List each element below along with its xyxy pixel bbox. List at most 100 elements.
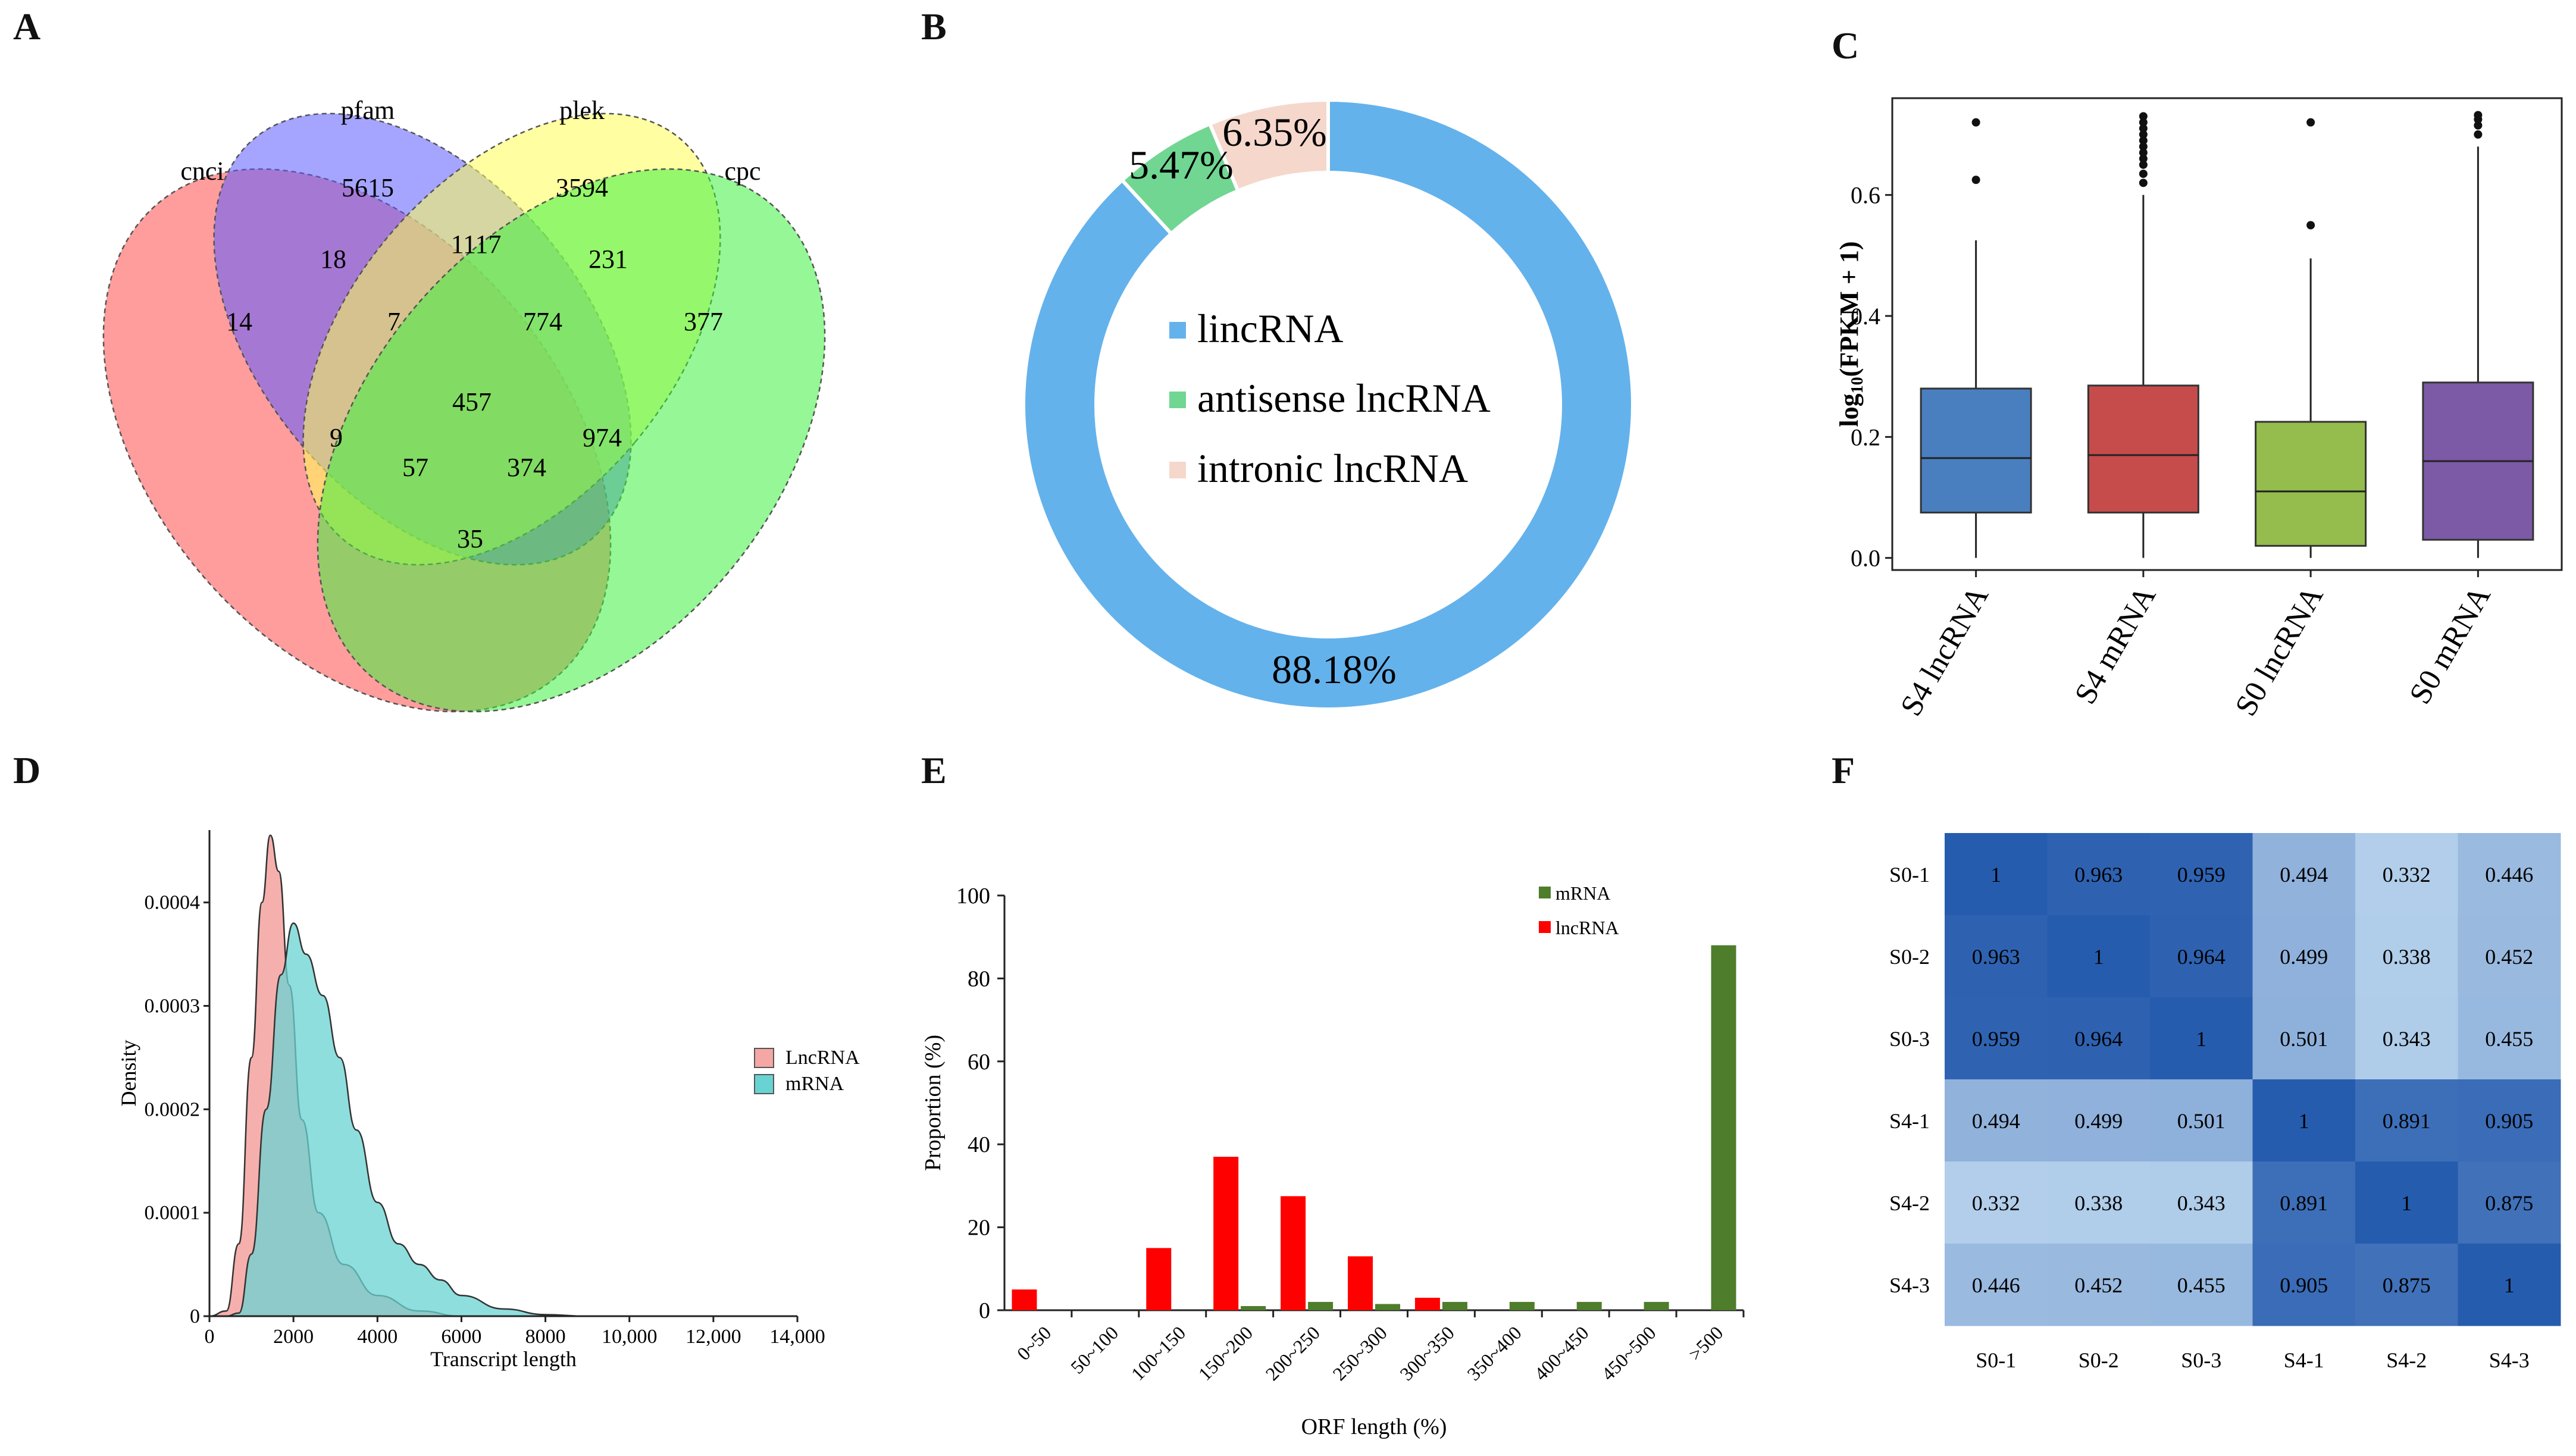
box-outlier: [2139, 170, 2148, 179]
heatmap-cell: [2150, 1161, 2253, 1244]
heatmap-value: 0.332: [1972, 1191, 2020, 1215]
heatmap-cell: [2150, 915, 2253, 998]
box-outlier: [2306, 221, 2315, 230]
heatmap-cell: [2150, 833, 2253, 916]
panel-letter-d: D: [13, 749, 41, 791]
box-outlier: [2139, 154, 2148, 163]
bar-mRNA-7: [1509, 1302, 1535, 1310]
heatmap-cell: [2355, 915, 2458, 998]
heatmap-value: 0.963: [1972, 945, 2020, 969]
legend-label-antisense-lncRNA: antisense lncRNA: [1197, 375, 1491, 421]
venn-count-cnci-plek-cpc: 57: [402, 453, 428, 482]
legend-swatch-lincRNA: [1169, 322, 1186, 339]
heatmap-value: 0.959: [1972, 1027, 2020, 1051]
heatmap-cell: [2355, 1161, 2458, 1244]
venn-diagram: cnci pfam plek cpc 14 5615 3594 377 18 1117 231 7 77…: [102, 96, 826, 713]
y-tick-label: 0.0001: [145, 1202, 201, 1224]
box-outlier: [2139, 142, 2148, 151]
y-tick-label: 20: [968, 1216, 990, 1241]
heatmap-value: 0.446: [1972, 1273, 2020, 1297]
heatmap-value: 0.905: [2280, 1273, 2328, 1297]
heatmap-cell: [2355, 833, 2458, 916]
heatmap-cell: [2458, 1161, 2561, 1244]
x-axis-label: Transcript length: [430, 1347, 577, 1371]
bar-mRNA-8: [1576, 1302, 1602, 1310]
bar-lncRNA-4: [1281, 1196, 1306, 1310]
x-tick-label-3: S0 mRNA: [2403, 580, 2497, 710]
heatmap-value: 0.455: [2177, 1273, 2226, 1297]
box-outlier: [2474, 111, 2483, 120]
donut-value-label-0: 88.18%: [1272, 647, 1397, 692]
x-tick-label: 10,000: [602, 1326, 658, 1348]
heatmap-value: 0.875: [2383, 1273, 2431, 1297]
heatmap-chart: 1 0.963 0.959 0.494 0.332 0.446 0.963 1 0.964 0.4…: [1889, 833, 2561, 1372]
heatmap-cell: [2458, 1079, 2561, 1162]
bar-mRNA-6: [1442, 1302, 1467, 1310]
box-outlier: [2306, 118, 2315, 127]
y-axis-label: log10(FPKM + 1): [1835, 241, 1867, 427]
x-tick-label-6: 300~350: [1395, 1322, 1458, 1385]
heatmap-col-label: S4-2: [2386, 1348, 2427, 1372]
x-tick-label-0: 0~50: [1013, 1322, 1056, 1364]
x-tick-label-3: 150~200: [1194, 1322, 1257, 1385]
heatmap-value: 0.905: [2485, 1109, 2533, 1133]
heatmap-cell: [2252, 1244, 2356, 1326]
heatmap-value: 0.455: [2485, 1027, 2533, 1051]
legend-swatch-antisense-lncRNA: [1169, 392, 1186, 408]
y-axis-label: Density: [117, 1040, 140, 1107]
legend-swatch-intronic-lncRNA: [1169, 462, 1186, 478]
heatmap-cell: [2458, 915, 2561, 998]
bar-mRNA-10: [1711, 945, 1736, 1310]
venn-count-pfam-only: 5615: [342, 173, 394, 202]
x-tick-label-1: 50~100: [1066, 1322, 1122, 1377]
heatmap-row-label: S0-2: [1889, 945, 1930, 969]
heatmap-value: 0.499: [2280, 945, 2328, 969]
venn-set-label-plek: plek: [559, 96, 605, 125]
heatmap-value: 0.338: [2074, 1191, 2123, 1215]
heatmap-value: 0.891: [2280, 1191, 2328, 1215]
heatmap-cell: [2150, 997, 2253, 1080]
heatmap-cell: [2047, 1244, 2151, 1326]
heatmap-cell: [2252, 915, 2356, 998]
boxplot-chart: 0.0 0.2 0.4 0.6 log10(FPKM + 1) S4 lncRNA S4 m…: [1835, 97, 2563, 722]
heatmap-row-label: S4-2: [1889, 1191, 1930, 1215]
venn-count-all: 457: [452, 387, 492, 417]
heatmap-col-label: S4-3: [2489, 1348, 2530, 1372]
x-tick-label: 4000: [357, 1326, 397, 1348]
y-tick-label: 0.2: [1851, 424, 1880, 450]
heatmap-value: 0.343: [2177, 1191, 2226, 1215]
heatmap-value: 1: [2401, 1191, 2412, 1215]
heatmap-value: 0.501: [2177, 1109, 2226, 1133]
box-outlier: [2474, 121, 2483, 130]
legend-swatch-lncRNA: [1539, 921, 1551, 933]
x-tick-label-2: S0 lncRNA: [2229, 580, 2330, 722]
bar-mRNA-5: [1375, 1304, 1400, 1310]
heatmap-cell: [2047, 1161, 2151, 1244]
y-tick-label: 0.0004: [145, 892, 201, 914]
heatmap-cell: [2047, 997, 2151, 1080]
y-axis-label: Proportion (%): [921, 1035, 946, 1171]
box-outlier: [2139, 179, 2148, 187]
venn-count-cnci-pfam-cpc: 374: [507, 453, 546, 482]
x-axis-label: ORF length (%): [1301, 1414, 1447, 1439]
heatmap-cell: [2047, 833, 2151, 916]
heatmap-value: 1: [2093, 945, 2104, 969]
venn-set-cpc: [317, 168, 826, 713]
heatmap-cell: [2252, 1161, 2356, 1244]
donut-chart: 88.18% 5.47%6.35% lincRNA antisense lncRNA i…: [1022, 98, 1635, 711]
bar-lncRNA-0: [1012, 1289, 1037, 1310]
venn-count-pfam-cpc: 974: [583, 423, 622, 452]
legend-label-intronic-lncRNA: intronic lncRNA: [1197, 446, 1468, 491]
heatmap-col-label: S4-1: [2284, 1348, 2324, 1372]
heatmap-value: 1: [1990, 863, 2001, 887]
legend-label-lncRNA: lncRNA: [1555, 917, 1619, 938]
heatmap-value: 0.501: [2280, 1027, 2328, 1051]
density-area-mRNA: [209, 922, 588, 1317]
y-tick-label: 80: [968, 966, 990, 991]
x-tick-label: 2000: [273, 1326, 314, 1348]
y-tick-label: 0.6: [1851, 182, 1880, 209]
panel-letter-c: C: [1832, 24, 1860, 67]
panel-letter-e: E: [921, 749, 947, 791]
donut-value-label-2: 6.35%: [1222, 109, 1327, 155]
